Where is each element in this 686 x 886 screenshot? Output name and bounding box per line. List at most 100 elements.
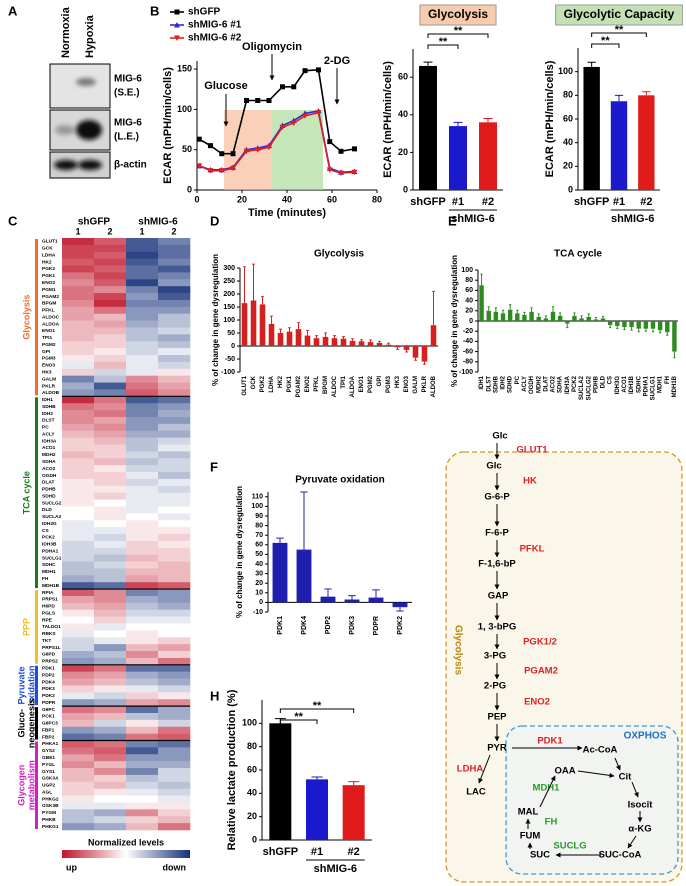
metabolite: F-6-P <box>485 528 509 539</box>
bar <box>610 101 628 190</box>
group-label: Glycogen <box>16 765 26 806</box>
heatmap-cell <box>158 754 191 762</box>
gene-label: PDK4 <box>42 679 55 685</box>
x-tick-label: SUCLG2 <box>586 375 592 400</box>
heatmap-cell <box>94 726 127 734</box>
heatmap-cell <box>126 320 159 328</box>
heatmap-cell <box>62 244 95 253</box>
heatmap-cell <box>158 423 191 432</box>
heatmap-cell <box>62 630 95 638</box>
heatmap-cell <box>94 788 127 796</box>
heatmap-cell <box>94 478 127 487</box>
bar <box>583 66 600 190</box>
gene-label: PCK2 <box>42 535 55 541</box>
x-tick-label: 40 <box>282 194 292 204</box>
point <box>302 68 308 74</box>
heatmap-cell <box>62 258 95 266</box>
point <box>315 110 322 116</box>
gene-label: MDH1 <box>42 569 56 575</box>
y-tick-label: 0 <box>568 184 573 194</box>
gene-label: SDHB <box>42 404 56 410</box>
heatmap-cell <box>126 768 159 776</box>
heatmap-cell <box>126 286 159 294</box>
error-bar <box>423 361 426 365</box>
gene-label: G6PC <box>42 707 56 713</box>
significance-bracket <box>591 43 620 48</box>
gene-label: GALM <box>42 376 56 382</box>
y-tick-label: 200 <box>223 291 235 298</box>
gene-label: GSK3A <box>42 776 59 782</box>
bar <box>529 311 534 321</box>
metabolite: Glc <box>486 461 501 472</box>
heatmap-cell <box>126 334 159 342</box>
heatmap-cell <box>62 437 95 445</box>
x-tick-label: #1 <box>613 196 625 208</box>
heatmap-cell <box>94 692 127 700</box>
significance-label: ** <box>454 25 463 37</box>
x-tick-label: IDH2 <box>501 375 507 389</box>
y-tick-label: 0 <box>403 184 408 194</box>
heatmap-cell <box>126 706 159 714</box>
gene-label: PKLR <box>42 383 56 389</box>
x-tick-label: BPGM <box>323 376 329 394</box>
heatmap-cell <box>94 823 127 831</box>
heatmap-cell <box>126 809 159 817</box>
y-tick-label: -80 <box>463 359 473 366</box>
heatmap-cell <box>62 396 95 404</box>
gene-label: SUCLA2 <box>42 514 62 520</box>
heatmap-cell <box>158 540 191 549</box>
y-tick-label: 0 <box>231 343 235 350</box>
error-bar <box>487 306 490 311</box>
panel-label: F <box>210 459 218 474</box>
x-tick-label: IDH1 <box>479 375 485 389</box>
error-bar <box>453 121 463 127</box>
heatmap-cell <box>62 754 95 762</box>
heatmap-cell <box>62 238 95 246</box>
heatmap-cell <box>62 802 95 810</box>
pathway-arrow <box>539 775 556 808</box>
y-tick-label: 50 <box>255 551 263 558</box>
heatmap-cell <box>62 513 95 521</box>
error-bar <box>616 326 619 330</box>
error-bar <box>642 91 651 96</box>
legend-marker <box>174 9 180 15</box>
error-bar <box>509 304 512 310</box>
x-tick-label: ALDOB <box>431 375 437 397</box>
point <box>279 124 286 131</box>
heatmap-cell <box>94 499 127 507</box>
heatmap-cell <box>126 437 159 445</box>
gene-label: PHKG2 <box>42 796 59 802</box>
x-tick-label: PDPR <box>373 616 380 635</box>
heatmap-cell <box>158 671 191 679</box>
heatmap-cell <box>62 761 95 769</box>
heatmap-cell <box>62 355 95 363</box>
gene-label: ALDOB <box>42 390 60 396</box>
gene-label: PGK1 <box>42 273 55 279</box>
heatmap-cell <box>158 465 191 473</box>
heatmap-cell <box>158 286 191 294</box>
heatmap-cell <box>158 437 191 445</box>
heatmap-cell <box>158 403 191 411</box>
gene-label: PRPS1L <box>42 645 61 651</box>
chart-title: Glycolysis <box>428 7 488 21</box>
heatmap-cell <box>62 403 95 411</box>
heatmap-cell <box>126 678 159 686</box>
error-bar <box>483 118 493 123</box>
gene-label: H6PD <box>42 604 55 610</box>
heatmap-cell <box>158 299 191 308</box>
metabolite: LAC <box>466 787 486 798</box>
bar <box>376 342 383 346</box>
heatmap-cell <box>158 788 191 796</box>
heatmap-cell <box>158 609 191 617</box>
heatmap-cell <box>94 754 127 762</box>
heatmap-cell <box>158 630 191 638</box>
error-bar <box>261 296 264 305</box>
gene-label: GYS2 <box>42 748 55 754</box>
heatmap-cell <box>158 740 191 748</box>
x-tick-label: DLST <box>486 376 492 392</box>
group-bar <box>35 665 38 706</box>
error-bar <box>369 339 372 343</box>
x-tick-label: LDHA <box>269 375 275 392</box>
heatmap-cell <box>62 651 95 659</box>
heatmap-cell <box>62 733 95 741</box>
